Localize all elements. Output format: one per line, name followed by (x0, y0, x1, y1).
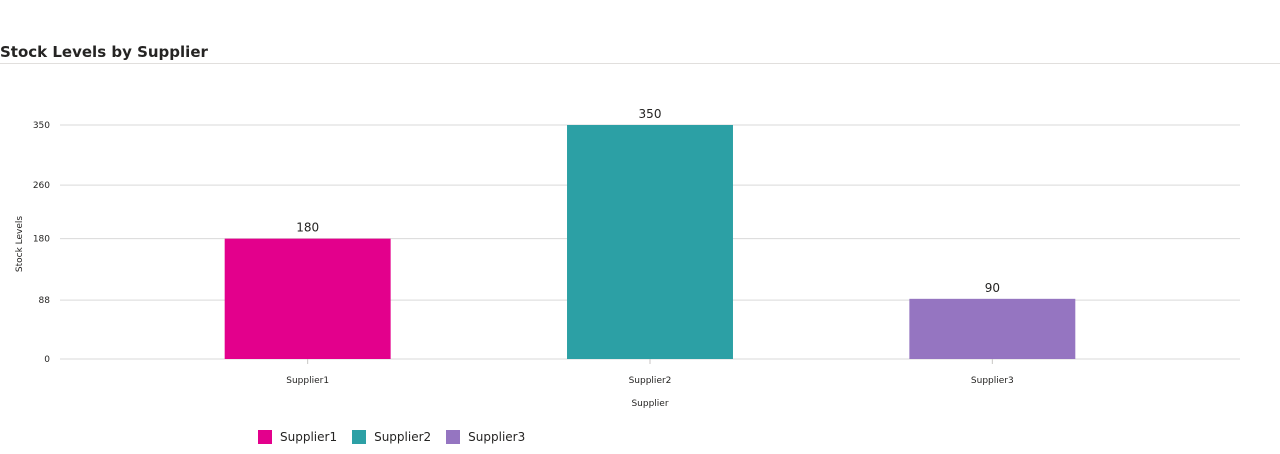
legend-item-supplier3[interactable]: Supplier3 (446, 430, 525, 444)
data-label: 350 (639, 107, 662, 121)
legend-swatch (446, 430, 461, 444)
legend: Supplier1 Supplier2 Supplier3 (258, 430, 540, 444)
x-axis-ticks: Supplier1 Supplier2 Supplier3 (286, 359, 1014, 386)
legend-swatch (352, 430, 367, 444)
y-tick-label: 88 (39, 296, 51, 306)
data-label: 90 (985, 281, 1000, 295)
legend-swatch (258, 430, 272, 444)
bars: 180 350 90 (224, 107, 1076, 359)
y-axis-ticks: 0 88 180 260 350 (33, 121, 50, 365)
x-tick-label: Supplier1 (286, 376, 329, 386)
y-axis-title: Stock Levels (15, 216, 25, 273)
x-tick-label: Supplier3 (971, 376, 1014, 386)
y-tick-label: 180 (33, 235, 50, 245)
x-axis-title: Supplier (631, 399, 668, 409)
legend-label: Supplier2 (374, 430, 432, 444)
y-tick-label: 260 (33, 181, 50, 191)
bar-supplier1 (224, 238, 391, 359)
legend-label: Supplier3 (468, 430, 526, 444)
bar-supplier3 (909, 298, 1076, 359)
legend-item-supplier2[interactable]: Supplier2 (352, 430, 431, 444)
x-tick-label: Supplier2 (629, 376, 672, 386)
chart-header: Stock Levels by Supplier (0, 0, 1280, 64)
y-tick-label: 0 (44, 355, 50, 365)
data-label: 180 (296, 221, 319, 235)
chart-title: Stock Levels by Supplier (0, 43, 208, 61)
y-tick-label: 350 (33, 121, 50, 131)
legend-label: Supplier1 (280, 430, 338, 444)
legend-item-supplier1[interactable]: Supplier1 (258, 430, 337, 444)
bar-supplier2 (567, 125, 733, 359)
